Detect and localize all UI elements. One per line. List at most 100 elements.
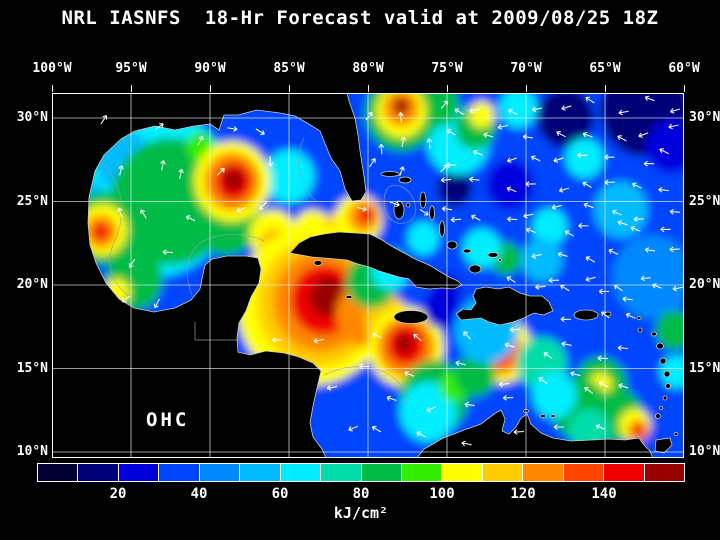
current-vector-arrow: [413, 333, 422, 342]
heat-blob: [393, 98, 410, 115]
current-vector-arrow: [416, 431, 426, 438]
islands-lesser-antilles: [523, 311, 679, 436]
land-south-america: [416, 409, 654, 459]
current-vector-arrow: [525, 227, 536, 234]
heat-blob: [93, 223, 109, 240]
current-vector-arrow: [583, 202, 594, 209]
colorbar-segment: [159, 464, 199, 481]
lon-axis-tick: [289, 85, 290, 92]
current-vector-arrow: [160, 160, 166, 171]
border-mexico-guatemala-belize: [194, 322, 238, 341]
lon-axis-label: 85°W: [273, 61, 305, 76]
current-vector-arrow: [506, 186, 517, 193]
country-borders: [194, 322, 238, 341]
current-vector-arrow: [522, 134, 534, 140]
current-vector-arrow: [669, 246, 680, 253]
colorbar-units-label: kJ/cm²: [333, 504, 389, 522]
current-vector-arrow: [600, 311, 610, 319]
colorbar: [37, 463, 685, 482]
current-vector-arrow: [426, 138, 433, 149]
lat-axis-label: 10°N: [689, 444, 720, 459]
colorbar-tick-label: 100: [429, 486, 455, 502]
lat-axis-label: 10°N: [16, 444, 48, 459]
current-vector-arrow: [604, 154, 615, 160]
current-vector-arrow: [506, 216, 518, 223]
colorbar-tick-label: 80: [352, 486, 370, 502]
current-vector-arrow: [622, 296, 633, 302]
colorbar-segment: [199, 464, 240, 481]
current-vector-arrow: [523, 212, 534, 219]
colorbar-tick-label: 60: [271, 486, 289, 502]
current-vector-arrow: [570, 371, 581, 377]
island-jamaica: [393, 310, 429, 324]
lon-axis-label: 95°W: [115, 61, 147, 76]
plot-frame: [52, 93, 684, 458]
current-vector-arrow: [419, 208, 429, 216]
current-vector-arrow: [551, 204, 562, 210]
colorbar-segment: [604, 464, 644, 481]
heat-blob: [469, 101, 495, 129]
current-vector-arrow: [631, 182, 642, 189]
current-vector-arrow: [178, 168, 184, 180]
lon-axis-label: 65°W: [589, 61, 621, 76]
heat-blob: [407, 221, 440, 255]
heat-blob: [612, 234, 692, 319]
current-vector-arrow: [506, 276, 516, 283]
current-vector-arrow: [513, 429, 524, 435]
current-vector-arrow: [618, 383, 629, 389]
current-vector-arrow: [557, 251, 568, 258]
current-vector-arrow: [313, 338, 324, 344]
current-vector-arrow: [371, 425, 382, 433]
colorbar-segment: [401, 464, 442, 481]
current-vector-arrow: [469, 176, 480, 183]
current-vector-arrow: [118, 165, 124, 176]
current-vector-arrow: [507, 108, 518, 115]
colorbar-segment: [644, 464, 684, 481]
current-vector-arrow: [378, 143, 385, 155]
current-vector-arrow: [461, 440, 472, 447]
colorbar-segment: [240, 464, 280, 481]
current-vector-arrow: [558, 187, 570, 193]
current-vector-arrow: [504, 342, 515, 348]
colorbar-segment: [523, 464, 563, 481]
current-vector-arrow: [455, 360, 466, 367]
current-vector-arrow: [613, 284, 623, 292]
colorbar-segment: [38, 464, 78, 481]
current-vector-arrow: [365, 111, 373, 121]
current-vector-arrow: [585, 276, 596, 282]
current-vector-arrow: [598, 288, 610, 295]
variable-label: OHC: [146, 409, 190, 431]
heat-blob: [437, 169, 473, 207]
current-vector-arrow: [216, 167, 225, 176]
colorbar-segment: [280, 464, 321, 481]
heat-blob: [521, 238, 563, 282]
current-vector-arrow: [669, 108, 681, 114]
lon-axis-tick: [368, 85, 369, 92]
colorbar-tick-label: 120: [510, 486, 536, 502]
current-vector-arrow: [153, 298, 160, 309]
longitude-axis: 100°W 95°W 90°W 85°W 80°W 75°W 70°W 65°W 60°W: [0, 61, 720, 77]
current-vector-arrow: [117, 207, 123, 218]
island-puerto-rico: [573, 309, 599, 321]
current-vector-arrow: [267, 156, 274, 167]
land-north-central-america: [51, 92, 367, 459]
lat-axis-label: 30°N: [689, 110, 720, 125]
current-vector-field: [100, 95, 683, 447]
contour-bahama-bank: [383, 184, 417, 224]
current-vector-arrow: [595, 424, 606, 430]
colorbar-segment: [321, 464, 361, 481]
contour-campeche-bank: [186, 233, 265, 296]
current-vector-arrow: [389, 201, 400, 208]
current-vector-arrow: [597, 355, 608, 362]
heat-blob: [593, 181, 648, 239]
current-vector-arrow: [543, 352, 553, 360]
lon-axis-tick: [52, 85, 53, 92]
current-vector-arrow: [441, 206, 453, 212]
lon-axis-tick: [210, 85, 211, 92]
current-vector-arrow: [672, 285, 683, 292]
current-vector-arrow: [358, 363, 370, 370]
heat-blob: [565, 138, 604, 179]
current-vector-arrow: [651, 283, 662, 289]
current-vector-arrow: [356, 206, 367, 212]
current-vector-arrow: [644, 95, 655, 102]
